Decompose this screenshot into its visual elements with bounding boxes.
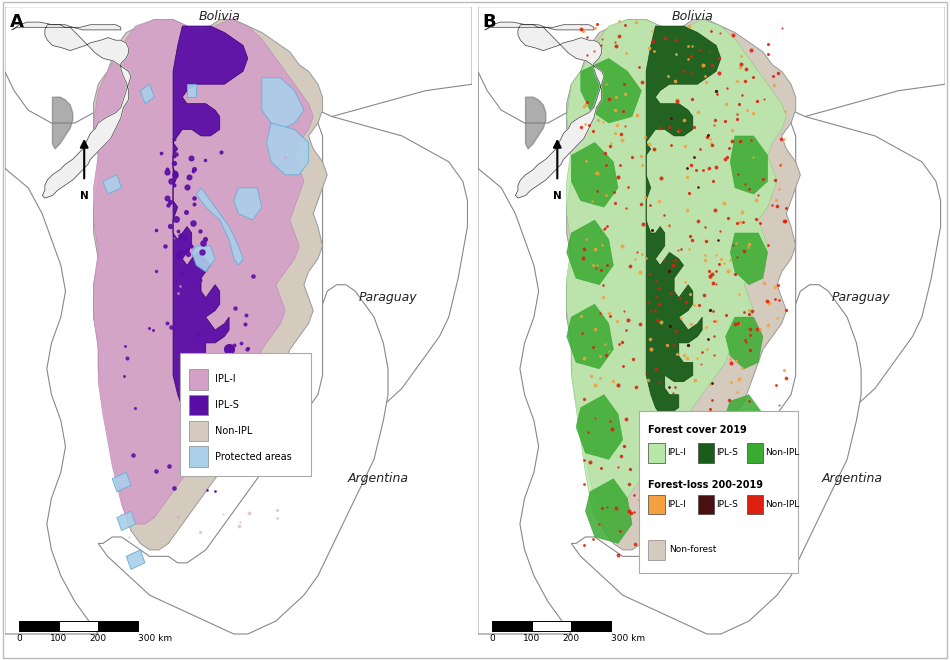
Polygon shape <box>103 175 122 194</box>
Text: IPL-I: IPL-I <box>215 374 236 384</box>
Polygon shape <box>726 317 763 369</box>
Bar <box>189 395 208 415</box>
Text: Argentina: Argentina <box>821 473 883 485</box>
Bar <box>189 446 208 467</box>
Text: Bolivia: Bolivia <box>199 10 240 23</box>
Text: IPL-I: IPL-I <box>667 448 686 457</box>
Text: Bolivia: Bolivia <box>672 10 713 23</box>
Polygon shape <box>571 284 861 634</box>
Polygon shape <box>192 246 215 272</box>
Polygon shape <box>726 395 763 446</box>
Text: A: A <box>10 13 24 31</box>
Polygon shape <box>566 220 614 284</box>
Text: Paraguay: Paraguay <box>832 291 890 304</box>
Polygon shape <box>93 20 314 524</box>
FancyBboxPatch shape <box>639 411 798 573</box>
Text: Paraguay: Paraguay <box>359 291 417 304</box>
Bar <box>571 621 611 631</box>
Polygon shape <box>318 110 467 414</box>
Bar <box>747 444 763 463</box>
Bar <box>697 444 713 463</box>
Polygon shape <box>478 7 571 634</box>
Bar <box>532 621 571 631</box>
Polygon shape <box>566 20 800 550</box>
Text: 100: 100 <box>50 634 67 643</box>
Text: IPL-I: IPL-I <box>667 500 686 509</box>
Bar <box>98 621 138 631</box>
Polygon shape <box>576 395 623 459</box>
Polygon shape <box>5 7 472 123</box>
Polygon shape <box>187 84 197 97</box>
Text: N: N <box>80 191 88 201</box>
Polygon shape <box>646 26 721 414</box>
Bar <box>492 621 532 631</box>
Bar <box>649 540 665 560</box>
Polygon shape <box>731 233 768 284</box>
Text: N: N <box>553 191 561 201</box>
Text: 200: 200 <box>562 634 580 643</box>
Bar <box>189 420 208 442</box>
Polygon shape <box>566 20 787 524</box>
Text: Argentina: Argentina <box>348 473 409 485</box>
Polygon shape <box>791 110 940 414</box>
Text: Non-forest: Non-forest <box>670 545 717 554</box>
Polygon shape <box>141 84 154 104</box>
Text: Non-IPL: Non-IPL <box>766 500 800 509</box>
Bar <box>747 495 763 514</box>
Text: IPL-S: IPL-S <box>716 448 738 457</box>
Text: 300 km: 300 km <box>138 634 172 643</box>
Bar <box>649 444 665 463</box>
Text: 100: 100 <box>523 634 541 643</box>
Bar <box>697 495 713 514</box>
Bar <box>649 495 665 514</box>
Polygon shape <box>98 284 388 634</box>
Polygon shape <box>173 26 248 414</box>
Polygon shape <box>126 550 145 570</box>
Polygon shape <box>262 78 304 129</box>
Polygon shape <box>731 136 768 194</box>
Text: Protected areas: Protected areas <box>215 452 292 462</box>
Text: 0: 0 <box>16 634 22 643</box>
Polygon shape <box>566 304 614 369</box>
Polygon shape <box>197 187 243 265</box>
Polygon shape <box>571 143 618 207</box>
Polygon shape <box>93 20 327 550</box>
Polygon shape <box>580 58 641 123</box>
Text: B: B <box>483 13 496 31</box>
Bar <box>189 369 208 389</box>
Text: 300 km: 300 km <box>611 634 645 643</box>
Polygon shape <box>267 123 309 175</box>
Polygon shape <box>112 473 131 492</box>
Text: 0: 0 <box>489 634 495 643</box>
Polygon shape <box>117 511 136 531</box>
Text: IPL-S: IPL-S <box>215 400 239 410</box>
Polygon shape <box>234 187 262 220</box>
Polygon shape <box>585 478 632 543</box>
Text: Forest cover 2019: Forest cover 2019 <box>649 425 748 435</box>
Polygon shape <box>5 7 98 634</box>
Bar <box>59 621 98 631</box>
Text: 200: 200 <box>89 634 106 643</box>
Bar <box>19 621 59 631</box>
Polygon shape <box>478 7 945 123</box>
FancyBboxPatch shape <box>180 352 311 475</box>
Text: Non-IPL: Non-IPL <box>215 426 253 436</box>
Polygon shape <box>712 473 749 524</box>
Text: Forest-loss 200-2019: Forest-loss 200-2019 <box>649 480 764 490</box>
Text: IPL-S: IPL-S <box>716 500 738 509</box>
Text: Non-IPL: Non-IPL <box>766 448 800 457</box>
